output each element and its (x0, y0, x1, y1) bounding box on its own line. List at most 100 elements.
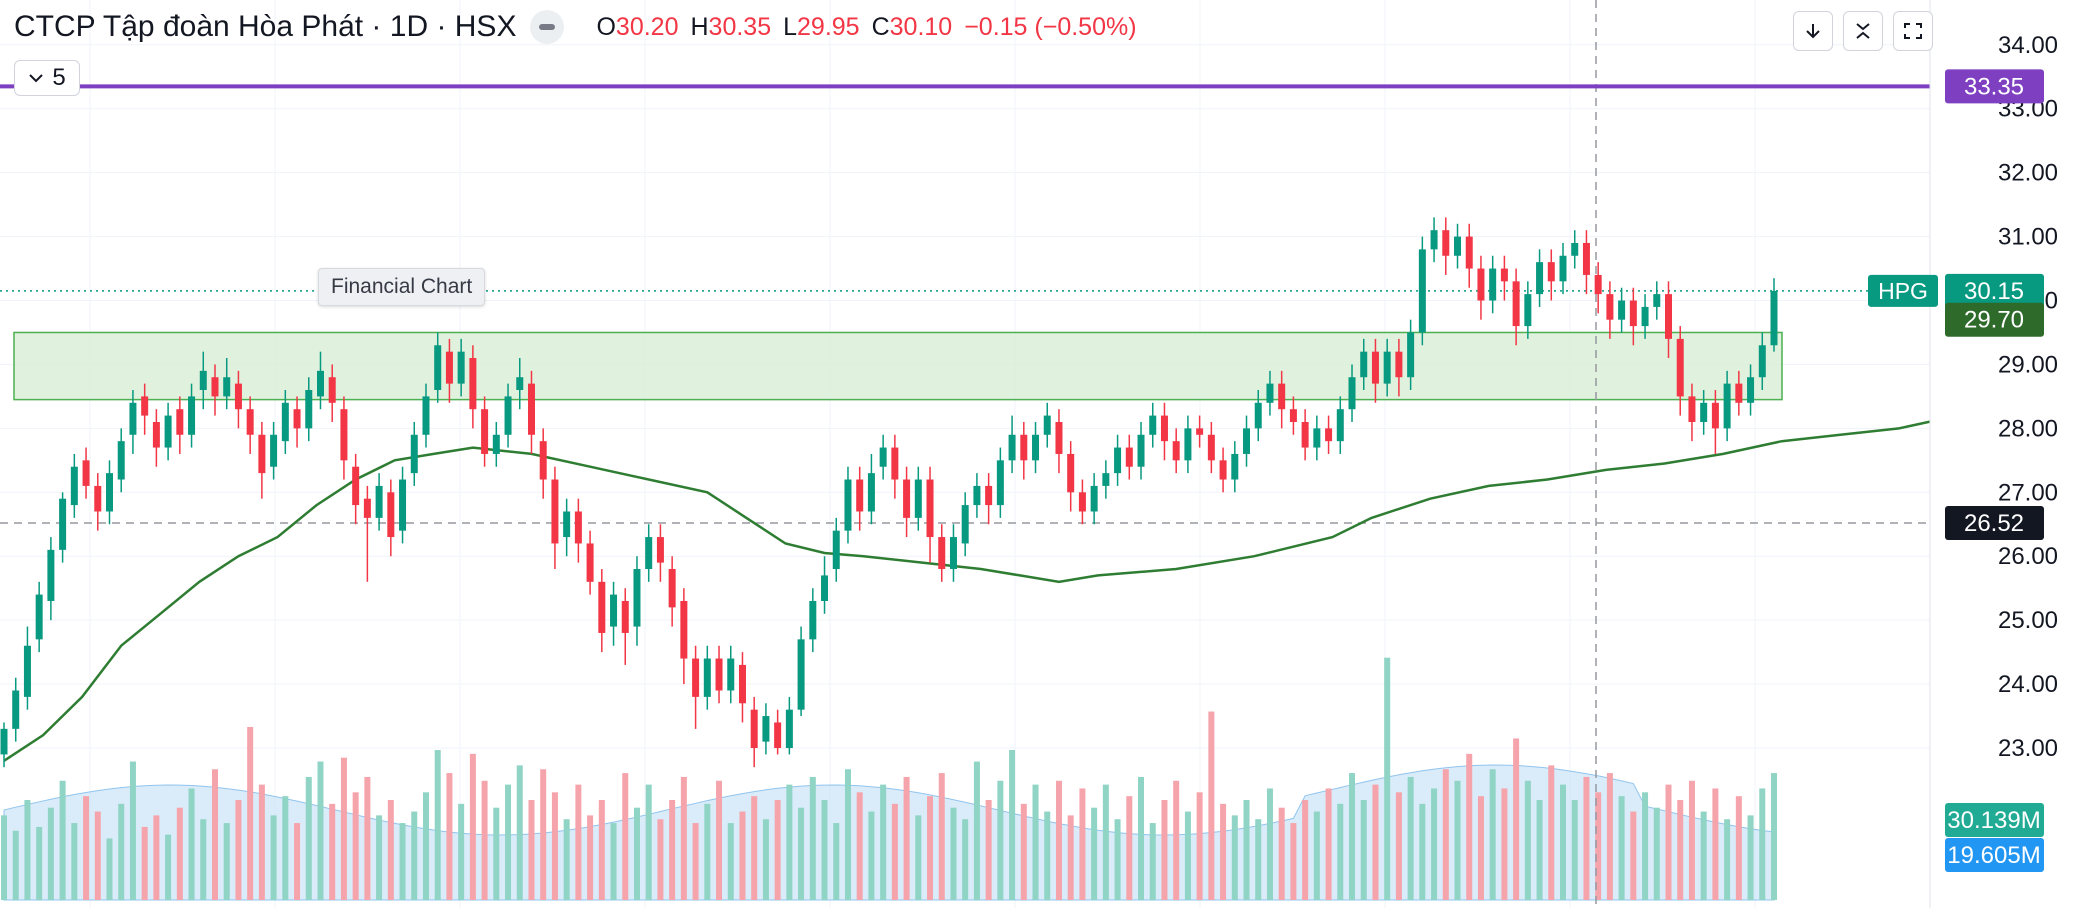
volume-bar (1560, 784, 1567, 900)
candle (938, 537, 946, 570)
candle (1196, 428, 1204, 435)
candle (1735, 383, 1743, 403)
candle (1067, 453, 1075, 493)
volume-bar (411, 811, 418, 900)
minus-icon[interactable] (530, 10, 565, 44)
ohlc-open: 30.20 (615, 12, 679, 41)
volume-bar (129, 761, 136, 900)
candle (1770, 290, 1778, 346)
volume-bar (739, 811, 746, 900)
candle (1723, 383, 1731, 429)
volume-bar (598, 800, 605, 900)
candle (1278, 383, 1286, 410)
volume-bar (1337, 803, 1344, 900)
candle (844, 479, 852, 531)
candle (1547, 262, 1555, 282)
price-tick-label: 28.00 (1998, 415, 2058, 442)
candle (949, 537, 957, 570)
volume-bar (317, 761, 324, 900)
volume-bar (36, 826, 43, 900)
candle (645, 537, 653, 570)
volume-bar (458, 803, 465, 900)
volume-bar (610, 823, 617, 900)
collapse-button[interactable] (1843, 11, 1883, 51)
candle (598, 581, 606, 633)
volume-bar (1642, 792, 1649, 900)
candle (1477, 268, 1485, 301)
candle (633, 569, 641, 627)
candle (1606, 294, 1614, 320)
volume-bar (1149, 823, 1156, 900)
chevron-down-icon (29, 74, 44, 83)
candle (422, 396, 430, 435)
candle (340, 409, 348, 461)
candle (539, 441, 547, 480)
volume-bar (1067, 815, 1074, 900)
volume-bar (176, 807, 183, 900)
candle (1360, 351, 1368, 378)
candle (750, 709, 758, 749)
candle (363, 498, 371, 518)
volume-bar (24, 800, 31, 900)
volume-bar (1712, 788, 1719, 900)
candle (551, 479, 559, 544)
volume-bar (1243, 800, 1250, 900)
candle (867, 473, 875, 512)
volume-bar (1349, 773, 1356, 900)
symbol-badge-text: HPG (1878, 278, 1928, 304)
candle (1125, 447, 1133, 467)
candle (35, 594, 43, 640)
volume-bar (434, 750, 441, 900)
volume-bar (1173, 780, 1180, 900)
candle (410, 434, 418, 474)
candle (797, 639, 805, 710)
volume-bar (1208, 711, 1215, 900)
candle (1336, 409, 1344, 442)
candle (1032, 434, 1040, 461)
candle (1629, 300, 1637, 327)
moving-average-line (3, 366, 2080, 762)
symbol-title[interactable]: CTCP Tập đoàn Hòa Phát · 1D · HSX (14, 10, 517, 43)
candle (1301, 421, 1309, 448)
candle (1325, 428, 1333, 442)
volume-bar (540, 769, 547, 900)
volume-bar (786, 784, 793, 900)
volume-bar (985, 800, 992, 900)
volume-bar (1278, 807, 1285, 900)
candle (70, 466, 78, 506)
price-axis (1930, 0, 2080, 908)
volume-bar (247, 726, 254, 900)
candle (856, 479, 864, 512)
indicators-toggle-button[interactable]: 5 (14, 60, 80, 96)
scroll-down-button[interactable] (1793, 11, 1833, 51)
volume-bar (727, 823, 734, 900)
volume-bar (200, 819, 207, 900)
volume-bar (1747, 815, 1754, 900)
price-label-ma (1945, 302, 2044, 337)
fullscreen-button[interactable] (1893, 11, 1933, 51)
candle (1020, 434, 1028, 461)
volume-bar (59, 780, 66, 900)
volume-bar (188, 788, 195, 900)
volume-bar (1442, 769, 1449, 900)
volume-bar (270, 815, 277, 900)
candle (293, 409, 301, 429)
volume-bar (1536, 800, 1543, 900)
volume-bar (551, 792, 558, 900)
volume-bar (868, 811, 875, 900)
volume-bar (481, 780, 488, 900)
candle (715, 658, 723, 691)
volume-bar (83, 796, 90, 900)
candle (176, 409, 184, 435)
volume-bar (376, 815, 383, 900)
candle (387, 492, 395, 538)
candle (1231, 453, 1239, 480)
arrow-down-icon (1806, 24, 1820, 39)
volume-bar (1372, 784, 1379, 900)
price-tick-label: 31.00 (1998, 224, 2058, 251)
candle (1454, 236, 1462, 256)
volume-bar (1771, 773, 1777, 900)
price-label-volume (1945, 803, 2044, 837)
volume-bar (94, 811, 101, 900)
